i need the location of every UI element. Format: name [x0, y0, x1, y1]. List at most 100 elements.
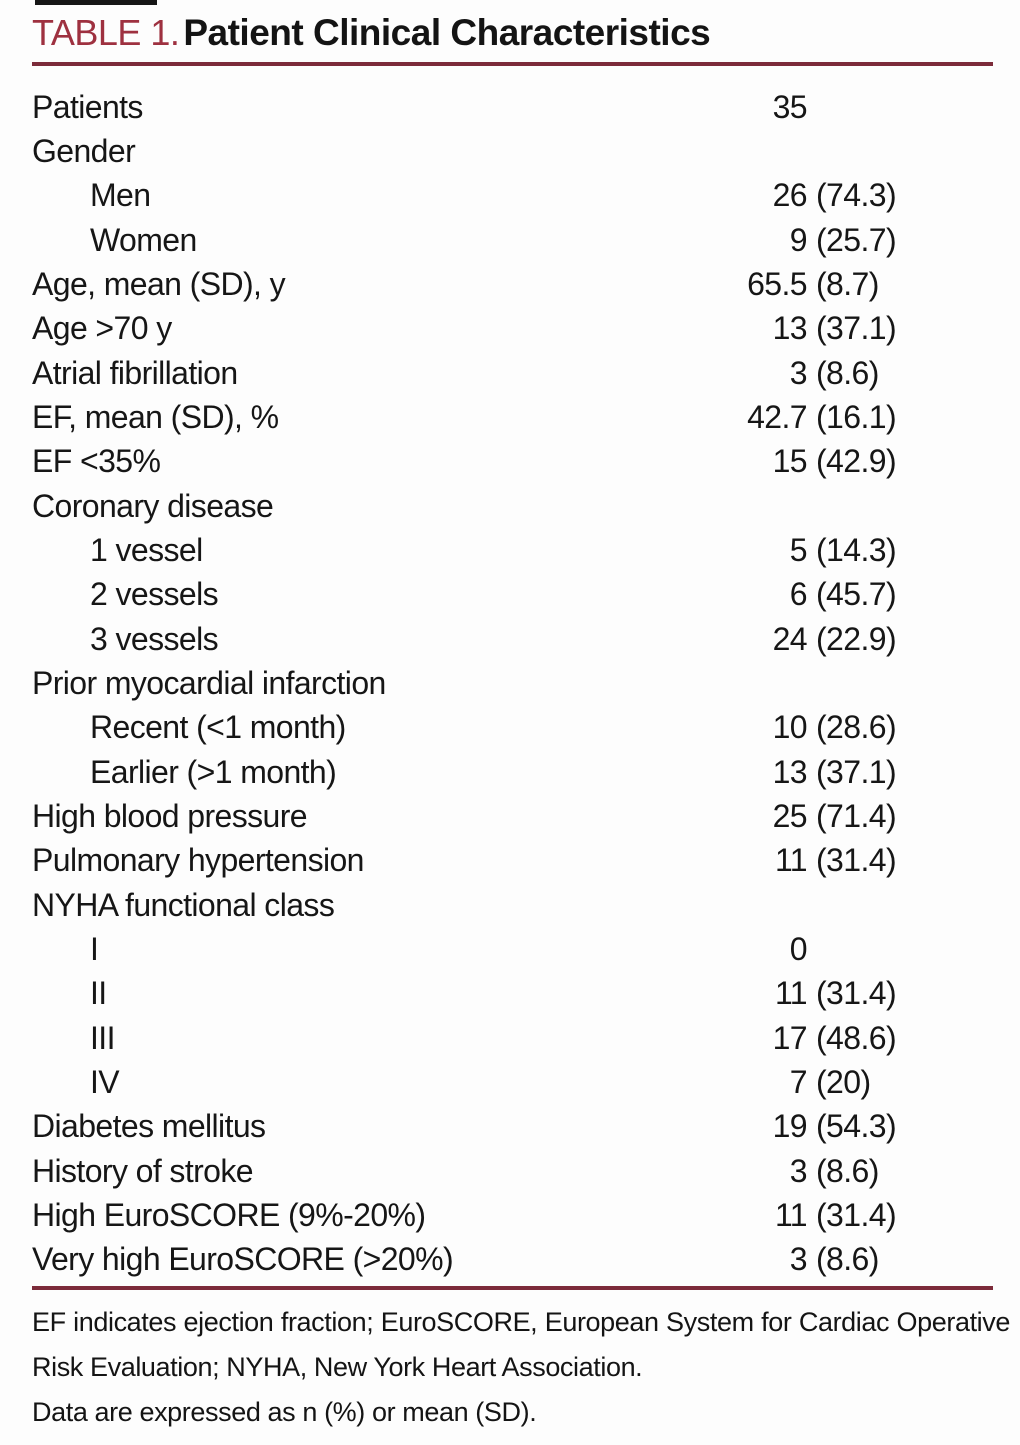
- table-row: Very high EuroSCORE (>20%) 3 (8.6): [32, 1238, 1010, 1282]
- row-value-percent: (42.9): [816, 443, 897, 480]
- table-row: Coronary disease: [32, 484, 1010, 528]
- table-title-tag: TABLE 1.: [32, 12, 180, 53]
- table-row: 1 vessel 5 (14.3): [32, 528, 1010, 572]
- row-label: Atrial fibrillation: [32, 354, 238, 391]
- table-row: II 11 (31.4): [32, 972, 1010, 1016]
- row-value-count: 17: [772, 1019, 808, 1056]
- row-label: Coronary disease: [32, 487, 274, 524]
- row-value-percent: (54.3): [816, 1108, 897, 1145]
- row-label: 2 vessels: [90, 576, 219, 613]
- row-label: Patients: [32, 88, 143, 125]
- row-label: High EuroSCORE (9%-20%): [32, 1196, 426, 1233]
- row-value-count: 26: [772, 177, 808, 214]
- row-label: High blood pressure: [32, 797, 308, 834]
- row-label: History of stroke: [32, 1152, 254, 1189]
- row-value-percent: (74.3): [816, 177, 897, 214]
- table-row: High blood pressure 25 (71.4): [32, 794, 1010, 838]
- row-value-count: 15: [772, 443, 808, 480]
- row-label: Earlier (>1 month): [90, 753, 337, 790]
- row-label: EF <35%: [32, 443, 161, 480]
- table-row: Age, mean (SD), y 65.5 (8.7): [32, 262, 1010, 306]
- table-row: 3 vessels 24 (22.9): [32, 617, 1010, 661]
- row-value-count: 11: [774, 1196, 808, 1233]
- footnote-line-2: Risk Evaluation; NYHA, New York Heart As…: [32, 1352, 643, 1382]
- table-row: High EuroSCORE (9%-20%) 11 (31.4): [32, 1193, 1010, 1237]
- table-row: Age >70 y 13 (37.1): [32, 307, 1010, 351]
- row-value-percent: (20): [816, 1063, 871, 1100]
- table-row: Men 26 (74.3): [32, 174, 1010, 218]
- row-value-count: 11: [774, 975, 808, 1012]
- row-label: Very high EuroSCORE (>20%): [32, 1241, 454, 1278]
- row-label: NYHA functional class: [32, 886, 335, 923]
- row-label: Pulmonary hypertension: [32, 842, 364, 879]
- row-value-count: 13: [772, 310, 808, 347]
- row-label: Age >70 y: [32, 310, 172, 347]
- row-label: I: [90, 930, 99, 967]
- row-value-percent: (45.7): [816, 576, 897, 613]
- footnote-line-3: Data are expressed as n (%) or mean (SD)…: [32, 1397, 537, 1427]
- row-value-percent: (8.7): [816, 265, 879, 302]
- table-row: History of stroke 3 (8.6): [32, 1149, 1010, 1193]
- row-label: Men: [90, 177, 151, 214]
- row-value-count: 10: [772, 709, 808, 746]
- row-value-percent: (31.4): [816, 975, 897, 1012]
- table-row: Recent (<1 month) 10 (28.6): [32, 706, 1010, 750]
- row-label: Diabetes mellitus: [32, 1108, 266, 1145]
- row-value-count: 24: [772, 620, 808, 657]
- row-value-percent: (31.4): [816, 1196, 897, 1233]
- row-value-count: 35: [772, 88, 808, 125]
- table-row: Prior myocardial infarction: [32, 661, 1010, 705]
- table-row: 2 vessels 6 (45.7): [32, 573, 1010, 617]
- table-row: EF <35% 15 (42.9): [32, 440, 1010, 484]
- row-value-count: 3: [789, 1152, 808, 1189]
- row-value-percent: (16.1): [816, 398, 897, 435]
- row-value-percent: (14.3): [816, 531, 897, 568]
- table-title-text: Patient Clinical Characteristics: [183, 12, 711, 53]
- scan-artifact-bar: [35, 0, 157, 5]
- table-row: III 17 (48.6): [32, 1016, 1010, 1060]
- row-label: Prior myocardial infarction: [32, 664, 386, 701]
- row-value-percent: (22.9): [816, 620, 897, 657]
- row-label: Age, mean (SD), y: [32, 265, 286, 302]
- row-value-percent: (28.6): [816, 709, 897, 746]
- table-row: Women 9 (25.7): [32, 218, 1010, 262]
- table-row: IV 7 (20): [32, 1060, 1010, 1104]
- row-value-count: 42.7: [747, 398, 807, 435]
- row-value-percent: (48.6): [816, 1019, 897, 1056]
- row-value-percent: (37.1): [816, 310, 897, 347]
- row-value-count: 7: [789, 1063, 808, 1100]
- row-label: Gender: [32, 132, 136, 169]
- row-label: II: [90, 975, 107, 1012]
- row-value-count: 13: [772, 753, 808, 790]
- clinical-characteristics-table: Patients 35 Gender Men 26 (74.3) Women 9…: [32, 85, 1010, 1282]
- table-row: EF, mean (SD), % 42.7 (16.1): [32, 395, 1010, 439]
- row-label: III: [90, 1019, 115, 1056]
- row-value-count: 19: [772, 1108, 808, 1145]
- row-value-percent: (71.4): [816, 797, 897, 834]
- row-value-percent: (25.7): [816, 221, 897, 258]
- row-value-count: 25: [772, 797, 808, 834]
- row-label: Recent (<1 month): [90, 709, 346, 746]
- row-label: IV: [90, 1063, 120, 1100]
- bottom-rule: [32, 1286, 993, 1290]
- row-value-count: 0: [789, 930, 808, 967]
- row-value-count: 65.5: [747, 265, 807, 302]
- row-value-count: 3: [789, 1241, 808, 1278]
- row-value-count: 9: [789, 221, 808, 258]
- table-row: Diabetes mellitus 19 (54.3): [32, 1105, 1010, 1149]
- row-value-percent: (8.6): [816, 1241, 879, 1278]
- table-footnote: EF indicates ejection fraction; EuroSCOR…: [32, 1300, 1010, 1435]
- row-value-percent: (8.6): [816, 1152, 879, 1189]
- table-title: TABLE 1. Patient Clinical Characteristic…: [32, 12, 1010, 54]
- footnote-line-1: EF indicates ejection fraction; EuroSCOR…: [32, 1307, 1010, 1337]
- row-value-percent: (37.1): [816, 753, 897, 790]
- row-value-count: 3: [789, 354, 808, 391]
- table-row: Atrial fibrillation 3 (8.6): [32, 351, 1010, 395]
- row-value-percent: (8.6): [816, 354, 879, 391]
- table-row: Patients 35: [32, 85, 1010, 129]
- row-label: 1 vessel: [90, 531, 203, 568]
- row-value-percent: (31.4): [816, 842, 897, 879]
- table-row: NYHA functional class: [32, 883, 1010, 927]
- row-label: Women: [90, 221, 197, 258]
- top-rule: [32, 62, 993, 66]
